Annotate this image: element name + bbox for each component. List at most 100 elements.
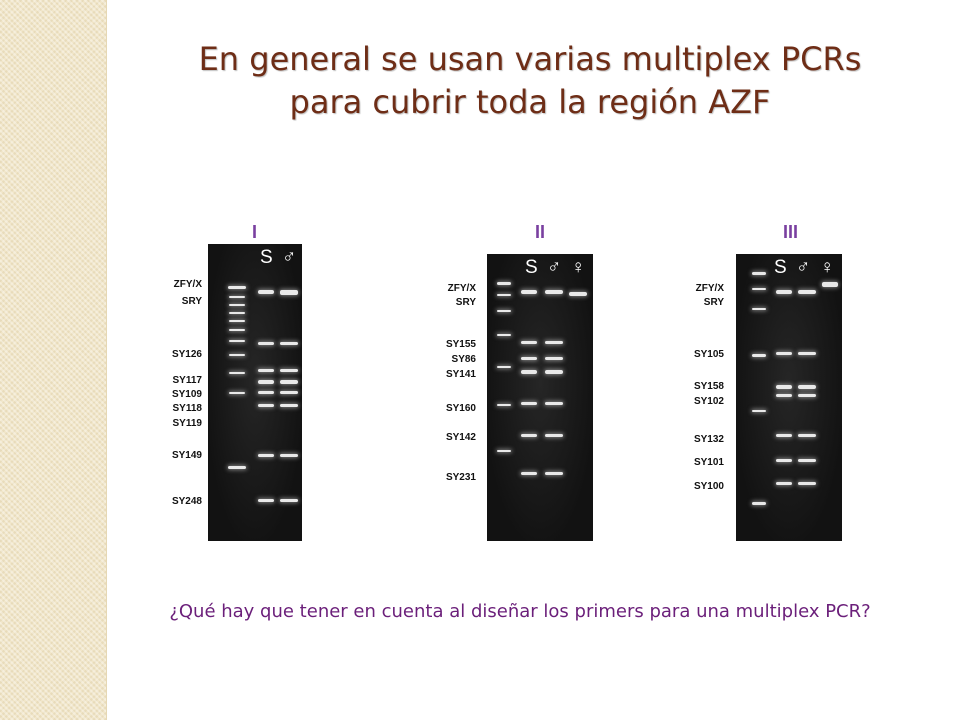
gel-band bbox=[521, 370, 537, 374]
gel-band bbox=[798, 385, 816, 389]
marker-label: SY158 bbox=[693, 381, 724, 392]
panel-label-i: I bbox=[252, 222, 258, 242]
marker-label: SY141 bbox=[445, 369, 476, 380]
gel-band bbox=[280, 499, 298, 502]
gel-band bbox=[229, 372, 245, 374]
marker-label: SY155 bbox=[445, 339, 476, 350]
marker-label: ZFY/X bbox=[447, 283, 476, 294]
marker-label: SY132 bbox=[693, 434, 724, 445]
gel-band bbox=[229, 392, 245, 394]
lane-header-male: ♂ bbox=[282, 247, 297, 268]
marker-label: SY248 bbox=[171, 496, 202, 507]
title-line-1: En general se usan varias multiplex PCRs bbox=[198, 40, 862, 78]
gel-band bbox=[752, 288, 766, 290]
gel-band bbox=[228, 466, 246, 469]
gel-band bbox=[545, 290, 563, 294]
gel-band bbox=[798, 434, 816, 437]
lane-header-male: ♂ bbox=[547, 257, 562, 278]
gel-band bbox=[497, 294, 511, 296]
gel-band bbox=[229, 329, 245, 331]
gel-band bbox=[521, 290, 537, 294]
gel-band bbox=[521, 341, 537, 344]
gel-band bbox=[798, 352, 816, 355]
gel-band bbox=[497, 282, 511, 285]
gel-band bbox=[229, 340, 245, 342]
lane-header-s: S bbox=[525, 257, 538, 278]
marker-label: SY118 bbox=[172, 403, 202, 414]
gel-band bbox=[229, 312, 245, 314]
lane-header-female: ♀ bbox=[571, 257, 586, 278]
marker-label: SY102 bbox=[693, 396, 724, 407]
gel-band bbox=[258, 380, 274, 384]
gel-band bbox=[798, 394, 816, 397]
lane-header-female: ♀ bbox=[820, 257, 835, 278]
gel-band bbox=[798, 459, 816, 462]
gel-band bbox=[258, 499, 274, 502]
gel-band bbox=[545, 357, 563, 360]
gel-image-panel-i: S ♂ bbox=[208, 244, 302, 541]
decorative-side-band bbox=[0, 0, 107, 720]
gel-band bbox=[497, 310, 511, 312]
marker-label: SY126 bbox=[171, 349, 202, 360]
gel-band bbox=[228, 286, 246, 289]
gel-band bbox=[752, 410, 766, 412]
gel-band bbox=[776, 385, 792, 389]
gel-band bbox=[545, 472, 563, 475]
marker-label: SY117 bbox=[172, 375, 202, 386]
gel-image-panel-ii: S ♂ ♀ bbox=[487, 254, 593, 541]
lane-header-male: ♂ bbox=[796, 257, 811, 278]
marker-label: SY231 bbox=[445, 472, 476, 483]
gel-band bbox=[776, 394, 792, 397]
question-text: ¿Qué hay que tener en cuenta al diseñar … bbox=[169, 601, 871, 622]
gel-band bbox=[776, 352, 792, 355]
gel-band bbox=[258, 391, 274, 394]
gel-band bbox=[258, 342, 274, 345]
gel-band bbox=[798, 482, 816, 485]
gel-band bbox=[521, 472, 537, 475]
gel-band bbox=[752, 502, 766, 505]
gel-band bbox=[752, 354, 766, 357]
gel-band bbox=[545, 341, 563, 344]
marker-label: SY100 bbox=[693, 481, 724, 492]
gel-band bbox=[280, 380, 298, 384]
panel-label-iii: III bbox=[783, 222, 799, 242]
gel-band bbox=[280, 454, 298, 457]
gel-band bbox=[521, 402, 537, 405]
marker-label: SRY bbox=[181, 296, 202, 307]
gel-image-panel-iii: S ♂ ♀ bbox=[736, 254, 842, 541]
gel-band bbox=[752, 272, 766, 275]
lane-header-s: S bbox=[774, 257, 787, 278]
panel-label-ii: II bbox=[535, 222, 546, 242]
gel-band bbox=[569, 292, 587, 296]
gel-band bbox=[258, 454, 274, 457]
gel-band bbox=[258, 290, 274, 294]
gel-band bbox=[521, 434, 537, 437]
lane-header-s: S bbox=[260, 247, 273, 268]
gel-band bbox=[776, 434, 792, 437]
gel-band bbox=[752, 308, 766, 310]
marker-label: SY101 bbox=[693, 457, 724, 468]
gel-band bbox=[545, 402, 563, 405]
marker-label: SY86 bbox=[451, 354, 476, 365]
slide-title: En general se usan varias multiplex PCRs… bbox=[120, 38, 940, 124]
gel-band bbox=[497, 404, 511, 406]
gel-band bbox=[521, 357, 537, 360]
gel-band bbox=[280, 290, 298, 295]
gel-band bbox=[280, 404, 298, 407]
gel-band bbox=[280, 342, 298, 345]
marker-label: SY105 bbox=[693, 349, 724, 360]
marker-label: SRY bbox=[455, 297, 476, 308]
marker-label: SY160 bbox=[445, 403, 476, 414]
marker-label: SY149 bbox=[171, 450, 202, 461]
gel-band bbox=[229, 296, 245, 298]
gel-band bbox=[497, 366, 511, 368]
gel-band bbox=[280, 391, 298, 394]
gel-band bbox=[258, 369, 274, 372]
gel-band bbox=[258, 404, 274, 407]
gel-band bbox=[545, 370, 563, 374]
gel-band bbox=[229, 304, 245, 306]
gel-band bbox=[229, 354, 245, 356]
marker-label: ZFY/X bbox=[173, 279, 202, 290]
gel-band bbox=[776, 482, 792, 485]
marker-label: SY109 bbox=[171, 389, 202, 400]
